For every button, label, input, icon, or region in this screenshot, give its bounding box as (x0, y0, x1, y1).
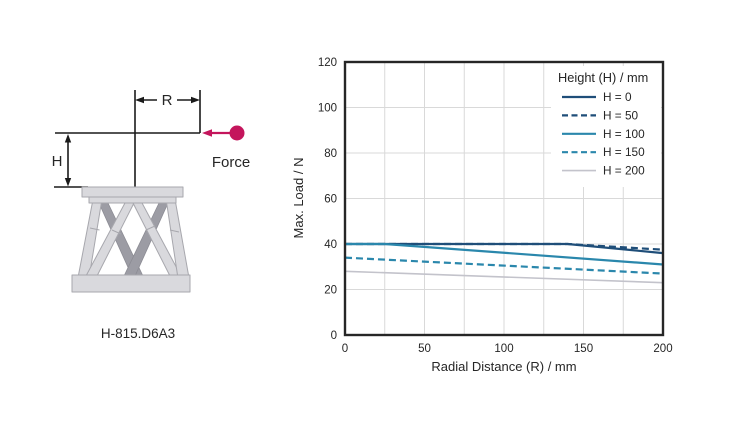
chart-series (344, 242, 664, 284)
series-line-h=150 (344, 256, 664, 275)
hexapod-joint-line-2 (111, 229, 122, 235)
legend-label: H = 200 (603, 164, 645, 178)
r-dimension-label: R (162, 92, 173, 109)
hexapod-joint-line-4 (169, 229, 180, 233)
dimension-lines (54, 90, 201, 188)
load-chart: 0 50 100 150 200 0 20 40 60 80 100 120 Height (H) /… (291, 57, 673, 374)
x-tick-label: 0 (342, 343, 348, 355)
x-tick-label: 100 (494, 343, 513, 355)
force-dot-icon (229, 125, 245, 141)
plot-border (343, 60, 665, 337)
x-axis-title: Radial Distance (R) / mm (431, 359, 576, 374)
legend-background (551, 66, 661, 187)
legend-title: Height (H) / mm (558, 70, 648, 85)
x-tick-label: 150 (574, 343, 593, 355)
x-tick-label: 50 (418, 343, 431, 355)
y-tick-label: 100 (318, 103, 337, 115)
hexapod-joint-line-3 (145, 225, 156, 231)
y-tick-label: 0 (331, 330, 337, 342)
h-arrowhead-down-icon (64, 178, 72, 187)
y-tick-label: 120 (318, 57, 337, 69)
dimension-arrowheads (64, 96, 200, 187)
force-arrowhead-icon (202, 129, 212, 137)
force-indicator (202, 125, 245, 141)
y-tick-label: 40 (324, 239, 337, 251)
legend-label: H = 100 (603, 127, 645, 141)
y-tick-label: 80 (324, 148, 337, 160)
legend-entries: H = 0 H = 50 H = 100 H = 150 H = 200 (562, 90, 645, 178)
hexapod-graphic (71, 186, 191, 293)
hexapod-top-plate (81, 186, 184, 198)
legend-label: H = 0 (603, 90, 632, 104)
series-line-h=200 (344, 270, 664, 284)
series-line-h=100 (345, 242, 664, 266)
hexapod-top-rim (88, 196, 177, 204)
legend-label: H = 150 (603, 145, 645, 159)
x-tick-label: 200 (653, 343, 672, 355)
y-tick-label: 60 (324, 194, 337, 206)
h-arrowhead-up-icon (64, 134, 72, 143)
y-axis-title: Max. Load / N (291, 158, 306, 239)
y-tick-label: 20 (324, 285, 337, 297)
chart-tick-labels: 0 50 100 150 200 0 20 40 60 80 100 120 (318, 57, 673, 355)
legend-label: H = 50 (603, 108, 639, 122)
force-label: Force (212, 154, 250, 171)
hexapod-joint-line-1 (89, 227, 100, 231)
h-dimension-label: H (52, 153, 63, 170)
hexapod-base-plate (71, 274, 191, 293)
series-line-h=50 (345, 242, 664, 251)
r-arrowhead-right-icon (191, 96, 200, 104)
chart-legend: Height (H) / mm H = 0 H = 50 H = 100 H = 15… (551, 66, 661, 187)
r-arrowhead-left-icon (135, 96, 144, 104)
product-label: H-815.D6A3 (101, 326, 175, 341)
hexapod-diagram: R H Force H-815.D6A3 (52, 90, 250, 341)
